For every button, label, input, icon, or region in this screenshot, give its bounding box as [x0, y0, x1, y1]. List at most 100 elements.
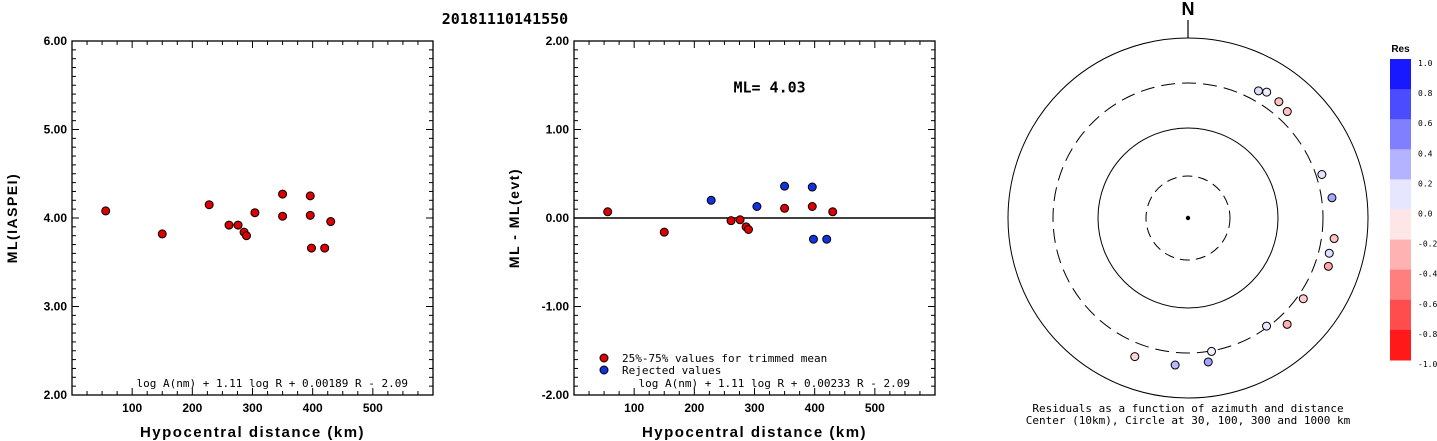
y-tick-label: -2.00 — [542, 388, 570, 402]
y-tick-label: 0.00 — [546, 211, 570, 225]
plot-frame — [71, 40, 434, 396]
north-label: N — [1182, 0, 1195, 19]
colorbar-tick-label: 0.0 — [1418, 210, 1433, 219]
y-tick-label: 5.00 — [44, 123, 68, 137]
colorbar-segment — [1390, 89, 1411, 120]
station-residual-point — [1327, 193, 1337, 203]
y-tick-label: -1.00 — [542, 300, 570, 314]
y-tick-label: 6.00 — [44, 34, 68, 48]
station-residual-point — [1203, 357, 1213, 367]
formula-text: log A(nm) + 1.11 log R + 0.00189 R - 2.0… — [136, 377, 408, 390]
colorbar-tick-label: 0.2 — [1418, 179, 1433, 188]
colorbar-segment — [1390, 59, 1411, 90]
colorbar-tick-label: 0.6 — [1418, 119, 1433, 128]
data-point — [828, 207, 838, 217]
legend-label: 25%-75% values for trimmed mean — [622, 352, 827, 365]
left-plot: 100 200 300 400 500 2.00 3.00 4.00 5.00 6.00 Hypoc… — [4, 34, 434, 441]
data-point — [780, 203, 790, 213]
x-tick-label: 300 — [744, 401, 764, 415]
polar-plot: N Residuals as a function of azimuth and … — [1007, 0, 1369, 427]
data-point — [320, 243, 330, 253]
formula-text: log A(nm) + 1.11 log R + 0.00233 R - 2.0… — [638, 377, 910, 390]
y-tick-label: 2.00 — [546, 34, 570, 48]
data-point — [735, 215, 745, 225]
x-tick-label: 200 — [684, 401, 704, 415]
x-tick-label: 300 — [242, 401, 262, 415]
data-point — [204, 200, 214, 210]
data-point — [241, 231, 251, 241]
data-point — [101, 206, 111, 216]
rejected-point — [822, 234, 832, 244]
data-point — [233, 220, 243, 230]
station-residual-point — [1253, 86, 1263, 96]
colorbar-segment — [1390, 119, 1411, 150]
data-point — [659, 227, 669, 237]
data-point — [603, 207, 613, 217]
data-point — [224, 220, 234, 230]
colorbar-title: Res — [1391, 44, 1410, 55]
data-point — [278, 189, 288, 199]
data-point — [250, 208, 260, 218]
data-point — [743, 225, 753, 235]
colorbar-tick-label: -0.2 — [1418, 240, 1437, 249]
data-point — [157, 229, 167, 239]
ring-100km — [1097, 127, 1279, 309]
x-axis-label: Hypocentral distance (km) — [642, 424, 867, 441]
colorbar-tick-label: 1.0 — [1418, 59, 1433, 68]
x-tick-label: 500 — [363, 401, 383, 415]
colorbar-tick-label: -0.6 — [1418, 300, 1437, 309]
x-tick-label: 400 — [303, 401, 323, 415]
data-point — [278, 211, 288, 221]
rejected-point — [752, 201, 762, 211]
x-axis-label: Hypocentral distance (km) — [140, 424, 365, 441]
colorbar-segment — [1390, 269, 1411, 301]
data-point — [807, 201, 817, 211]
colorbar-segment — [1390, 209, 1411, 241]
station-residual-point — [1282, 319, 1292, 329]
rejected-point — [780, 181, 790, 191]
station-residual-point — [1262, 321, 1272, 331]
rejected-point — [807, 182, 817, 192]
station-residual-point — [1298, 294, 1308, 304]
station-residual-point — [1282, 107, 1292, 117]
polar-caption-line1: Residuals as a function of azimuth and d… — [1032, 402, 1343, 415]
y-tick-label: 3.00 — [44, 300, 68, 314]
ml-annotation: ML= 4.03 — [733, 78, 805, 96]
data-point — [326, 217, 336, 227]
ring-300km — [1052, 82, 1324, 354]
colorbar-segment — [1390, 329, 1411, 361]
colorbar-tick-label: 0.4 — [1418, 149, 1433, 158]
x-tick-label: 400 — [805, 401, 825, 415]
station-residual-point — [1324, 248, 1334, 258]
middle-plot: 100 200 300 400 500 -2.00 -1.00 0.00 1.00 2.00 Hyp… — [506, 34, 936, 441]
x-tick-label: 100 — [624, 401, 644, 415]
ring-30km — [1145, 175, 1231, 261]
station-residual-point — [1207, 346, 1217, 356]
legend-label: Rejected values — [622, 364, 721, 377]
y-tick-label: 4.00 — [44, 211, 68, 225]
rejected-point — [706, 195, 716, 205]
station-residual-point — [1274, 97, 1284, 107]
polar-caption-line2: Center (10km), Circle at 30, 100, 300 an… — [1026, 414, 1351, 427]
x-tick-label: 500 — [865, 401, 885, 415]
colorbar-tick-label: 0.8 — [1418, 89, 1433, 98]
data-point — [305, 191, 315, 201]
y-tick-label: 1.00 — [546, 123, 570, 137]
y-axis-label: ML - ML(evt) — [506, 168, 522, 268]
rejected-point — [808, 234, 818, 244]
x-tick-label: 200 — [182, 401, 202, 415]
colorbar: Res 1.0 0.8 0.6 0.4 0.2 0.0 -0.2 -0.4 -0.6 -0.8 -1.… — [1390, 44, 1437, 369]
epicenter-dot — [1185, 215, 1191, 221]
station-residual-point — [1323, 261, 1333, 271]
colorbar-segment — [1390, 179, 1411, 210]
y-tick-label: 2.00 — [44, 388, 68, 402]
colorbar-segment — [1390, 299, 1411, 331]
colorbar-tick-label: -0.4 — [1418, 270, 1437, 279]
legend-marker — [599, 365, 609, 375]
station-residual-point — [1170, 360, 1180, 370]
data-point — [305, 210, 315, 220]
legend-marker — [599, 353, 609, 363]
station-residual-point — [1262, 87, 1272, 97]
station-residual-point — [1329, 234, 1339, 244]
